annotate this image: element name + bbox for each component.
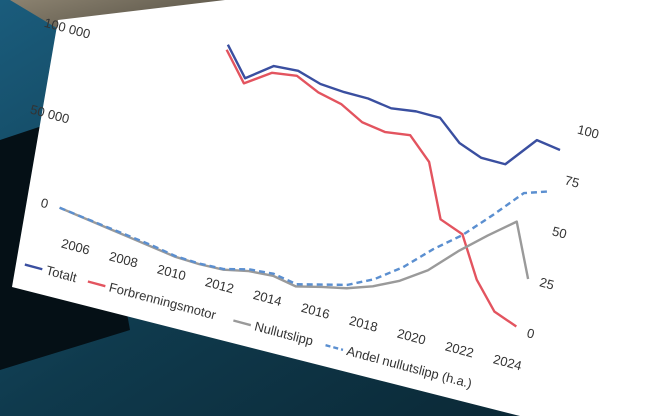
y-left-tick-label: 0 xyxy=(39,195,50,211)
x-tick-label: 2024 xyxy=(492,351,524,373)
x-tick-label: 2008 xyxy=(108,248,140,270)
legend-swatch-andel-nullutslipp-h-a xyxy=(325,344,344,352)
series-lines xyxy=(59,44,561,328)
x-tick-label: 2022 xyxy=(444,339,476,361)
x-tick-label: 2014 xyxy=(252,287,284,309)
paper-sheet xyxy=(12,0,661,416)
x-tick-label: 2006 xyxy=(60,236,92,258)
x-tick-label: 2020 xyxy=(396,326,428,348)
series-line-totalt xyxy=(226,44,561,166)
y-right-tick-label: 75 xyxy=(563,173,581,191)
legend-swatch-forbrenningsmotor xyxy=(87,280,106,288)
series-line-nullutslipp xyxy=(59,206,530,290)
x-axis: 2006 2008 2010 2012 2014 2016 2018 2020 2022 2024 xyxy=(60,236,524,374)
series-line-forbrenningsmotor xyxy=(225,49,517,328)
y-axis-right: 0 25 50 75 100 xyxy=(525,122,601,342)
legend-swatch-totalt xyxy=(24,263,43,271)
x-tick-label: 2012 xyxy=(204,274,236,296)
legend-swatch-nullutslipp xyxy=(233,319,252,327)
y-right-tick-label: 100 xyxy=(576,122,601,142)
x-tick-label: 2016 xyxy=(300,300,332,322)
y-right-tick-label: 25 xyxy=(538,274,556,292)
x-tick-label: 2010 xyxy=(156,261,188,283)
y-right-tick-label: 0 xyxy=(525,325,536,341)
series-line-andel-nullutslipp-h-a xyxy=(59,190,550,287)
y-right-tick-label: 50 xyxy=(551,223,569,241)
x-tick-label: 2018 xyxy=(348,313,380,335)
